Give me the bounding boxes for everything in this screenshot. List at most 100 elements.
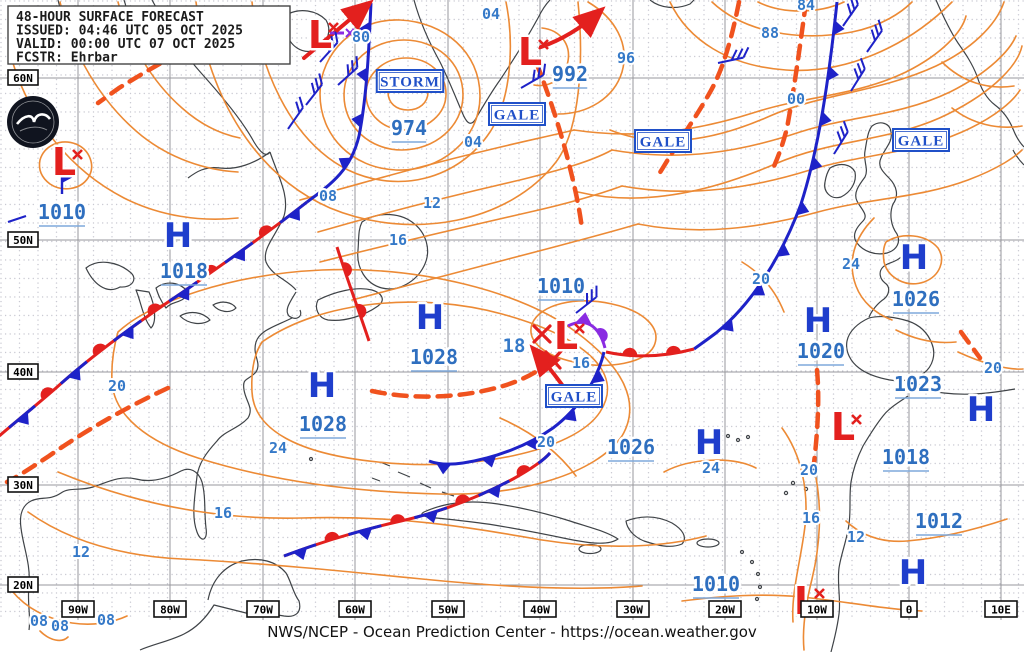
high-center-symbol: H: [900, 238, 928, 278]
occluded-x-icon: [345, 28, 355, 38]
warm-front-semicircle-icon: [40, 387, 54, 400]
cold-front-triangle-icon: [796, 201, 810, 216]
isobar-label: 24: [842, 255, 860, 273]
isobar-label: 16: [389, 231, 407, 249]
pressure-value: 1028: [299, 412, 347, 436]
warning-text: GALE: [898, 134, 945, 150]
lon-label: 10E: [991, 604, 1011, 617]
pressure-centers-layer: HHHHHHHHLLLLLL: [49, 11, 997, 626]
cold-front-triangle-icon: [338, 157, 352, 171]
warm-front-semicircle-icon: [342, 262, 352, 277]
cold-front-triangle-icon: [752, 283, 766, 296]
isobar-label: 18: [503, 335, 526, 357]
wind-barbs-layer: [287, 0, 883, 314]
cold-front-triangle-icon: [827, 66, 839, 81]
header-line: ISSUED: 04:46 UTC 05 OCT 2025: [16, 24, 243, 39]
isobar-label: 04: [482, 5, 500, 23]
pressure-value: 1018: [882, 445, 930, 469]
wind-barb-icon: [850, 57, 866, 92]
lon-label-box: [900, 600, 918, 618]
low-x-marker-icon: [814, 588, 825, 599]
warm-front-semicircle-icon: [455, 494, 470, 505]
isobar-label: 08: [30, 612, 48, 630]
isobar-label: 12: [423, 194, 441, 212]
lat-label-box: [7, 476, 39, 493]
isobar-label: 04: [464, 133, 482, 151]
low-position-x-icon: [532, 324, 552, 344]
isobar-label: 16: [214, 504, 232, 522]
warning-label-storm: STORM: [375, 69, 445, 93]
cold-front-triangle-icon: [777, 243, 790, 257]
warning-text: GALE: [551, 390, 598, 406]
low-center-symbol: L: [831, 405, 855, 449]
lon-label-box: [616, 600, 650, 618]
lon-label-box: [523, 600, 557, 618]
warm-front-semicircle-icon: [516, 465, 531, 477]
high-center-symbol: H: [164, 216, 192, 256]
isobar-label: 24: [702, 459, 720, 477]
warning-label-gale: GALE: [634, 129, 692, 153]
lon-label: 0: [906, 604, 913, 617]
lon-label: 70W: [253, 604, 273, 617]
warm-front-semicircle-icon: [324, 531, 340, 542]
pennant-flag-icon: [62, 170, 75, 183]
wind-barb-icon: [866, 19, 883, 53]
noaa-gull-icon: [15, 113, 52, 125]
cold-front-triangle-icon: [819, 111, 832, 127]
warm-front-semicircle-icon: [92, 343, 107, 356]
warm-front-semicircle-icon: [596, 328, 608, 343]
edge-windbarb-icon: [7, 214, 27, 224]
front-symbols-layer: [16, 20, 845, 561]
pressure-value: 992: [552, 62, 588, 86]
lon-label: 30W: [623, 604, 643, 617]
pressure-value: 974: [391, 116, 427, 140]
pressure-value: 1010: [38, 200, 86, 224]
warm-front-semicircle-icon: [666, 345, 682, 355]
isobar-label: 88: [761, 24, 779, 42]
lon-label-box: [984, 600, 1018, 618]
pressure-value: 1026: [892, 287, 940, 311]
isobar-label: 20: [537, 433, 555, 451]
lat-label: 60N: [13, 72, 33, 85]
isobar-label: 12: [847, 528, 865, 546]
lat-label: 20N: [13, 579, 33, 592]
lat-label: 50N: [13, 234, 33, 247]
cold-front-triangle-icon: [576, 312, 592, 324]
lat-label: 40N: [13, 366, 33, 379]
pressure-value: 1023: [894, 372, 942, 396]
cold-front-triangle-icon: [833, 20, 845, 36]
pressure-value: 1026: [607, 435, 655, 459]
isobar-label: 96: [617, 49, 635, 67]
isobar-label: 16: [572, 354, 590, 372]
lon-label-box: [708, 600, 742, 618]
warning-text: GALE: [494, 108, 541, 124]
lon-label: 40W: [530, 604, 550, 617]
pressure-value: 1010: [692, 572, 740, 596]
isobar-label: 20: [752, 270, 770, 288]
isobar-label: 20: [108, 377, 126, 395]
lat-label-box: [7, 69, 39, 86]
high-center-symbol: H: [967, 390, 995, 430]
warm-front-semicircle-icon: [147, 303, 162, 316]
cold-front-triangle-icon: [423, 510, 438, 524]
pressure-value: 1018: [160, 259, 208, 283]
isobar-label: 20: [800, 461, 818, 479]
lon-label-box: [431, 600, 465, 618]
wind-barb-icon: [575, 285, 598, 314]
lon-label-box: [800, 600, 834, 618]
lat-label-box: [7, 363, 39, 380]
low-center-symbol: L: [308, 13, 332, 57]
high-center-symbol: H: [804, 301, 832, 341]
wind-barb-icon: [319, 31, 339, 63]
low-x-marker-icon: [328, 22, 339, 33]
warning-label-gale: GALE: [488, 102, 546, 126]
cold-front-triangle-icon: [356, 67, 368, 83]
cold-front-triangle-icon: [68, 367, 81, 381]
warning-text: STORM: [380, 75, 440, 91]
warm-front-semicircle-icon: [622, 347, 638, 356]
isobar-label: 16: [802, 509, 820, 527]
map-labels-layer: 60N 50N 40N 30N 20N 90W 80W 70W 60W 50W 40W 30W 20W 1…: [7, 0, 1018, 637]
lat-label: 30N: [13, 479, 33, 492]
low-x-marker-icon: [72, 149, 83, 160]
